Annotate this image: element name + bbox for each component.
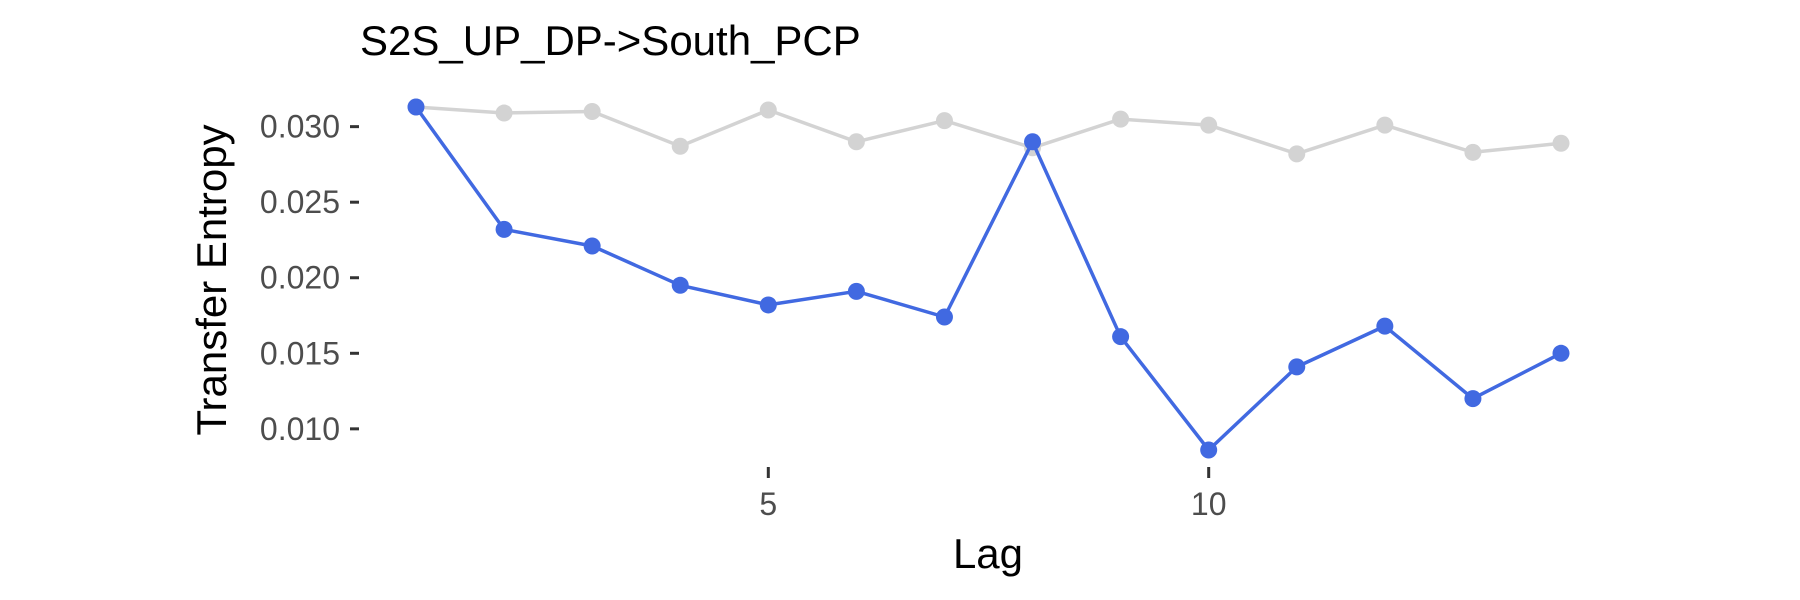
data-point — [1552, 134, 1570, 152]
data-point — [1024, 133, 1042, 151]
y-tick-label: 0.030 — [260, 109, 340, 145]
data-point — [495, 104, 513, 122]
data-point — [1464, 390, 1482, 408]
data-point — [759, 101, 777, 119]
series-line — [415, 105, 1562, 156]
series-1 — [407, 98, 1570, 163]
series-layer — [407, 98, 1570, 459]
data-point — [1376, 317, 1394, 335]
data-point — [935, 308, 953, 326]
data-point — [1552, 344, 1570, 362]
y-tick-label: 0.020 — [260, 260, 340, 296]
y-axis-title: Transfer Entropy — [188, 124, 235, 435]
data-point — [1288, 358, 1306, 376]
x-axis: 5 10 — [759, 467, 1226, 522]
data-point — [495, 220, 513, 238]
y-tick-label: 0.025 — [260, 184, 340, 220]
y-axis: 0.010 0.015 0.020 0.025 0.030 — [260, 109, 359, 447]
series-line — [414, 105, 1562, 452]
data-point — [935, 112, 953, 130]
y-tick-label: 0.010 — [260, 411, 340, 447]
chart-title: S2S_UP_DP->South_PCP — [360, 17, 861, 64]
data-point — [759, 296, 777, 314]
x-axis-title: Lag — [953, 530, 1023, 577]
data-point — [1376, 116, 1394, 134]
data-point — [583, 237, 601, 255]
data-point — [1464, 143, 1482, 161]
data-point — [671, 276, 689, 294]
data-point — [1200, 116, 1218, 134]
data-point — [1200, 441, 1218, 459]
data-point — [847, 282, 865, 300]
x-tick-label: 10 — [1191, 486, 1227, 522]
data-point — [1288, 145, 1306, 163]
x-tick-label: 5 — [759, 486, 777, 522]
y-tick-label: 0.015 — [260, 335, 340, 371]
data-point — [1112, 328, 1130, 346]
data-point — [671, 137, 689, 155]
data-point — [407, 98, 425, 116]
data-point — [583, 103, 601, 121]
data-point — [847, 133, 865, 151]
data-point — [1112, 110, 1130, 128]
series-2 — [407, 98, 1570, 459]
